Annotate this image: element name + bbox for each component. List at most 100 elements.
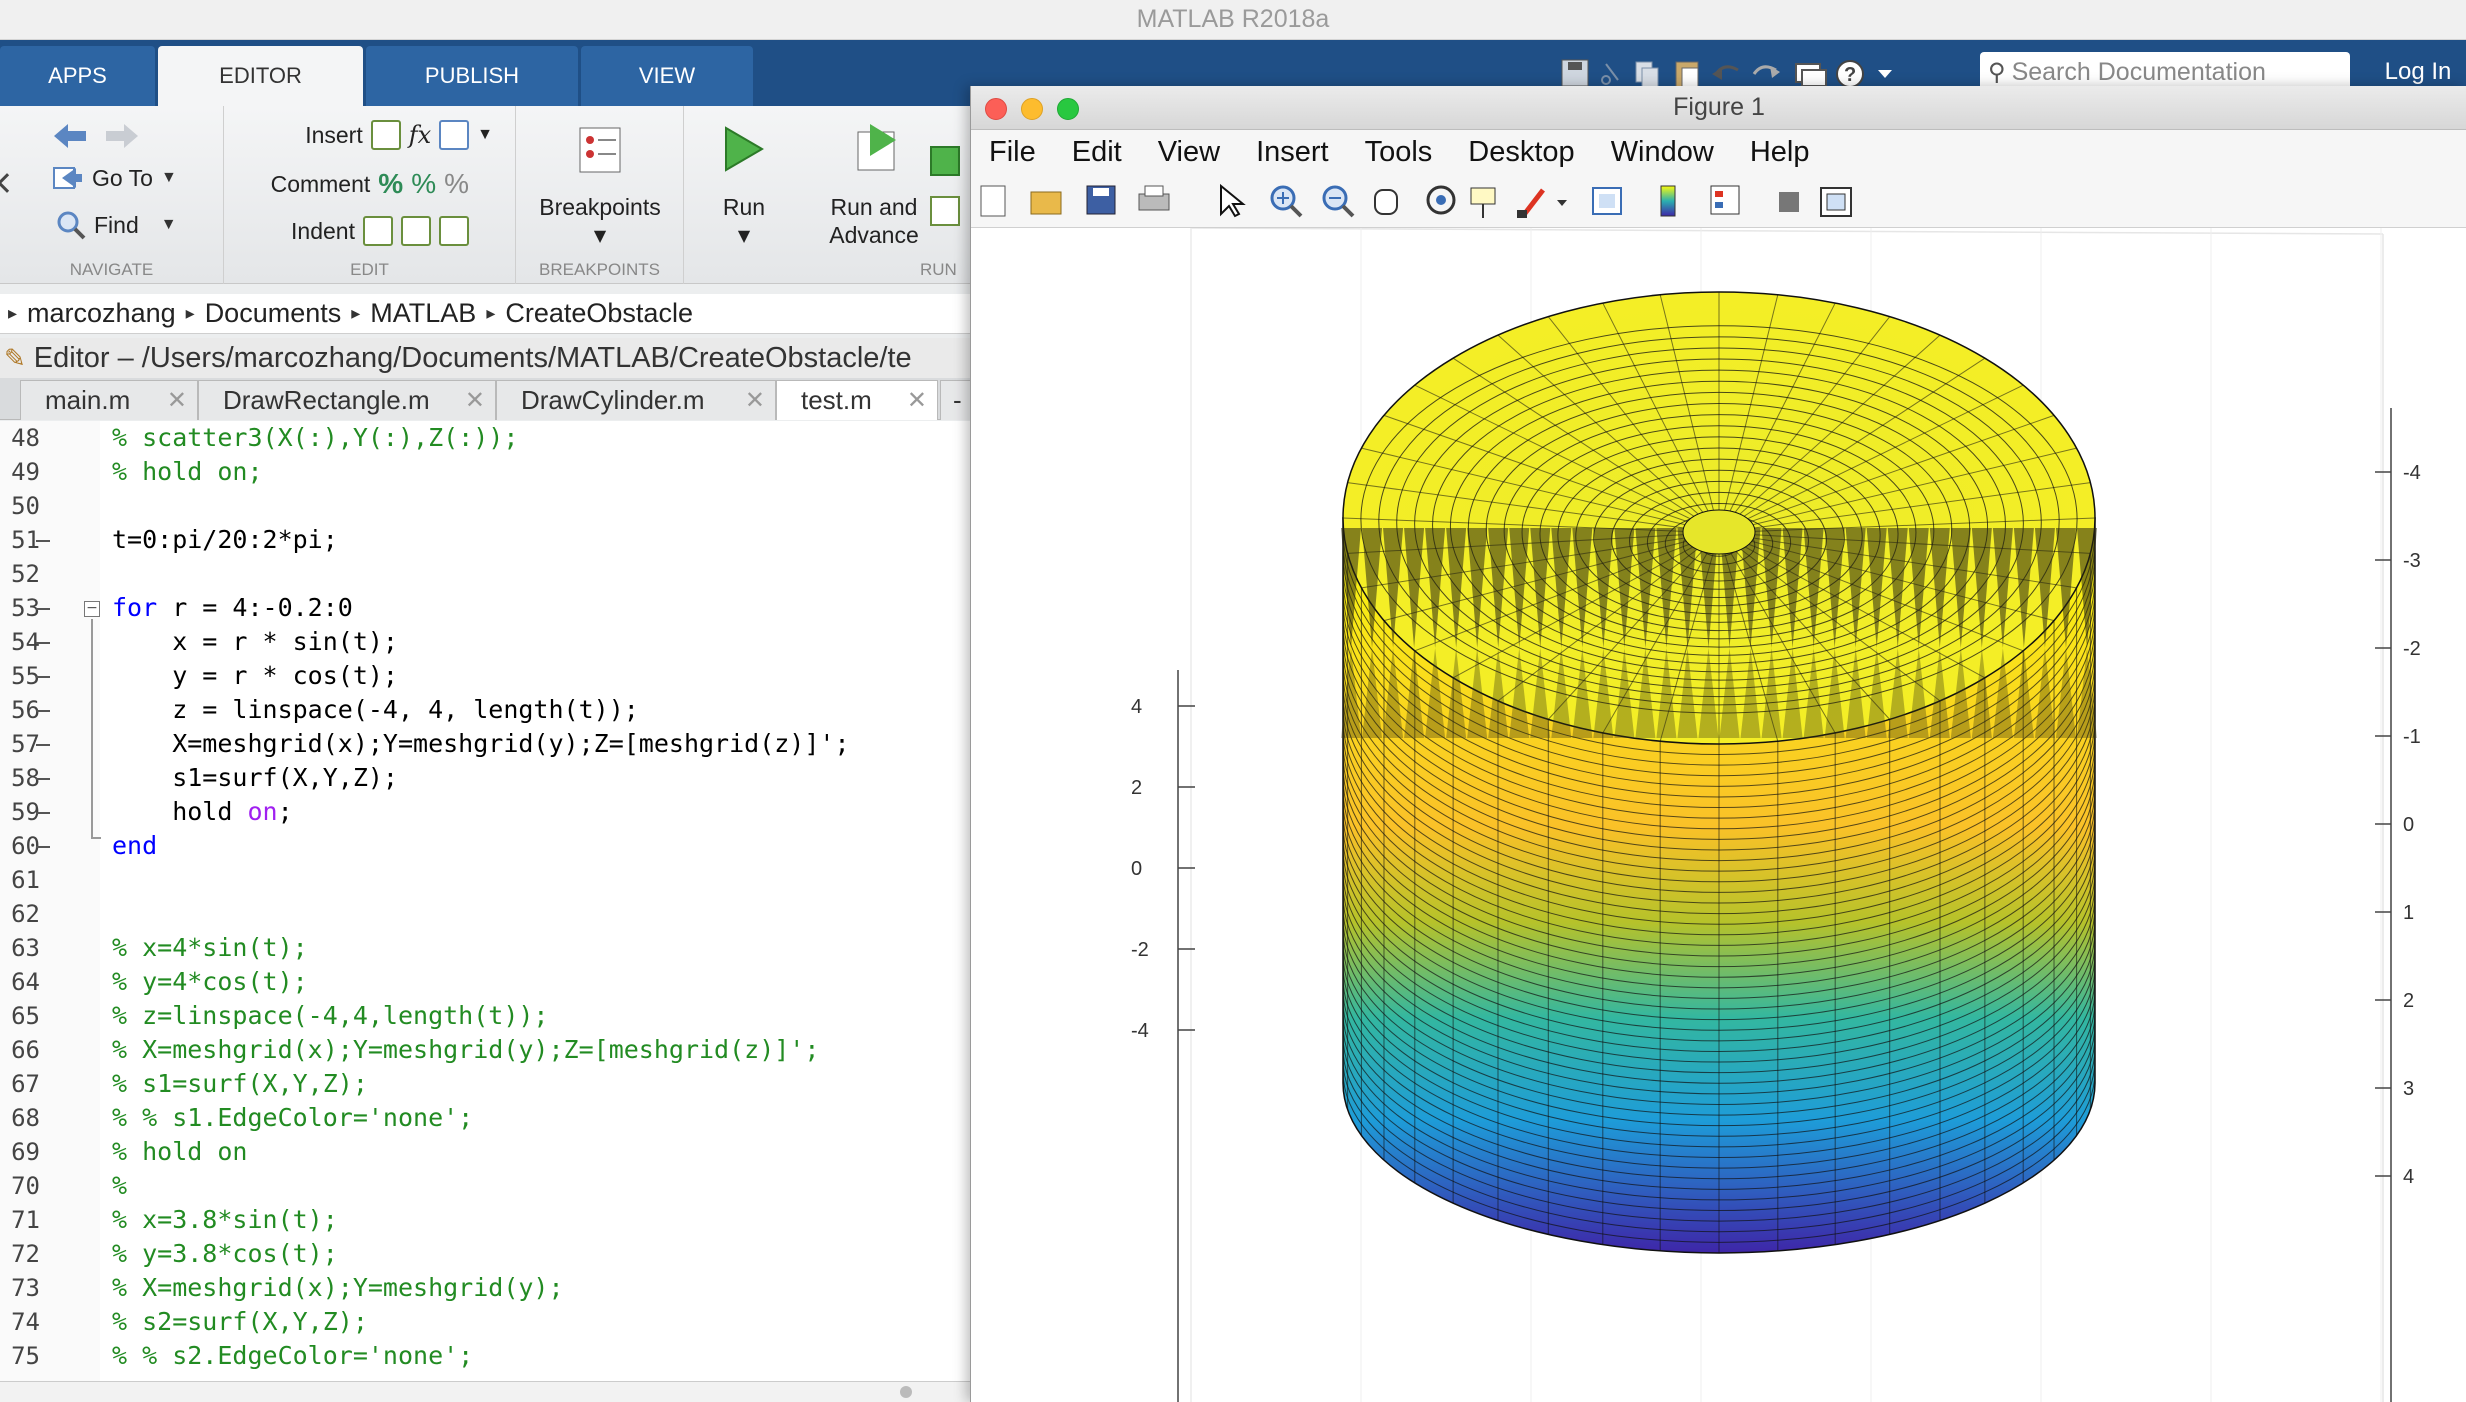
code-line[interactable]: y = r * cos(t); — [112, 661, 398, 690]
breadcrumb-item-createobstacle[interactable]: CreateObstacle — [505, 298, 693, 328]
insert-section-icon[interactable] — [370, 120, 401, 150]
hide-plot-tools-icon[interactable] — [1779, 192, 1799, 212]
uncomment-icon[interactable]: % — [411, 168, 437, 199]
undo-icon[interactable] — [1712, 65, 1739, 80]
code-line[interactable]: x = r * sin(t); — [112, 627, 398, 656]
legend-icon[interactable] — [1710, 185, 1740, 215]
code-line[interactable]: % x=3.8*sin(t); — [112, 1205, 338, 1234]
breadcrumb-item-matlab[interactable]: MATLAB — [370, 298, 477, 328]
code-line[interactable]: % y=4*cos(t); — [112, 967, 308, 996]
tab-test-m[interactable]: test.m ✕ — [776, 380, 938, 420]
close-icon[interactable]: ✕ — [906, 387, 927, 414]
run-and-advance-button[interactable]: Run and Advance — [804, 116, 944, 256]
code-line[interactable]: % X=meshgrid(x);Y=meshgrid(y); — [112, 1273, 564, 1302]
switch-windows-icon[interactable] — [1795, 63, 1827, 87]
copy-icon[interactable] — [1635, 61, 1659, 89]
executable-line-marker[interactable] — [36, 540, 50, 542]
open-file-icon[interactable] — [1030, 191, 1062, 215]
run-button[interactable]: Run ▼ — [684, 116, 804, 256]
brush-icon[interactable] — [1517, 188, 1545, 218]
code-line[interactable]: % % s2.EdgeColor='none'; — [112, 1341, 474, 1370]
zoom-in-icon[interactable] — [1270, 185, 1303, 218]
zoom-window-button[interactable] — [1057, 98, 1079, 120]
executable-line-marker[interactable] — [36, 778, 50, 780]
executable-line-marker[interactable] — [36, 676, 50, 678]
code-editor[interactable]: − 48% scatter3(X(:),Y(:),Z(:)); 49% hold … — [0, 421, 970, 1381]
pointer-icon[interactable] — [1220, 183, 1246, 218]
code-line[interactable]: % z=linspace(-4,4,length(t)); — [112, 1001, 549, 1030]
tab-drawrectangle-m[interactable]: DrawRectangle.m ✕ — [198, 380, 496, 420]
executable-line-marker[interactable] — [36, 642, 50, 644]
menu-window[interactable]: Window — [1610, 135, 1714, 168]
code-line[interactable]: % s1=surf(X,Y,Z); — [112, 1069, 368, 1098]
find-button[interactable]: Find ▼ — [56, 210, 177, 240]
colorbar-icon[interactable] — [1660, 185, 1676, 217]
menu-view[interactable]: View — [1157, 135, 1221, 168]
code-line[interactable]: hold on; — [112, 797, 293, 826]
menu-tools[interactable]: Tools — [1364, 135, 1433, 168]
run-section-icon[interactable] — [930, 146, 960, 176]
code-line[interactable]: % hold on — [112, 1137, 248, 1166]
save-icon[interactable] — [1086, 185, 1116, 215]
code-line[interactable]: % % s1.EdgeColor='none'; — [112, 1103, 474, 1132]
help-icon[interactable]: ? — [1836, 60, 1864, 88]
fold-toggle-icon[interactable]: − — [84, 601, 100, 617]
code-line[interactable]: % scatter3(X(:),Y(:),Z(:)); — [112, 423, 519, 452]
code-line[interactable]: % hold on; — [112, 457, 263, 486]
print-icon[interactable] — [1138, 185, 1170, 211]
code-line[interactable]: % X=meshgrid(x);Y=meshgrid(y);Z=[meshgri… — [112, 1035, 820, 1064]
close-icon[interactable]: ✕ — [464, 387, 485, 414]
tab-view[interactable]: VIEW — [581, 46, 753, 106]
executable-line-marker[interactable] — [36, 812, 50, 814]
cylinder-surface-plot[interactable]: 4 2 0 -2 -4 -4 -3 -2 -1 0 1 2 3 4 — [971, 227, 2466, 1402]
breadcrumb-item-marcozhang[interactable]: marcozhang — [27, 298, 176, 328]
menu-desktop[interactable]: Desktop — [1468, 135, 1575, 168]
search-documentation-input[interactable]: ⚲ Search Documentation — [1980, 52, 2350, 92]
forward-arrow-icon[interactable] — [106, 124, 138, 148]
fx-icon[interactable]: fx — [408, 121, 432, 149]
executable-line-marker[interactable] — [36, 744, 50, 746]
tab-editor[interactable]: EDITOR — [158, 46, 363, 106]
goto-button[interactable]: Go To ▼ — [52, 162, 177, 194]
smart-indent-icon[interactable] — [363, 216, 393, 246]
save-icon[interactable] — [1561, 59, 1589, 87]
executable-line-marker[interactable] — [36, 846, 50, 848]
breakpoints-button[interactable]: Breakpoints ▼ — [516, 116, 684, 256]
link-plot-icon[interactable] — [1592, 187, 1622, 215]
code-line[interactable]: X=meshgrid(x);Y=meshgrid(y);Z=[meshgrid(… — [112, 729, 850, 758]
close-icon[interactable]: ✕ — [744, 387, 765, 414]
scroll-thumb[interactable] — [900, 1386, 912, 1398]
code-line[interactable]: end — [112, 829, 157, 863]
menu-insert[interactable]: Insert — [1256, 135, 1329, 168]
code-line[interactable]: % y=3.8*cos(t); — [112, 1239, 338, 1268]
cut-icon[interactable] — [1601, 63, 1619, 85]
back-arrow-icon[interactable] — [54, 124, 86, 148]
paste-icon[interactable] — [1675, 61, 1699, 89]
close-icon[interactable]: ✕ — [166, 387, 187, 414]
menu-edit[interactable]: Edit — [1071, 135, 1122, 168]
data-cursor-icon[interactable] — [1470, 187, 1496, 218]
insert-function-icon[interactable] — [439, 120, 470, 150]
new-figure-icon[interactable] — [980, 185, 1006, 217]
code-line[interactable]: % x=4*sin(t); — [112, 933, 308, 962]
pan-hand-icon[interactable] — [1374, 189, 1398, 215]
decrease-indent-icon[interactable] — [439, 216, 469, 246]
menu-file[interactable]: File — [989, 135, 1036, 168]
zoom-out-icon[interactable] — [1322, 185, 1355, 218]
redo-icon[interactable] — [1752, 65, 1780, 78]
minimize-window-button[interactable] — [1021, 98, 1043, 120]
chevron-down-icon[interactable] — [1878, 70, 1892, 78]
chevron-left-icon[interactable] — [0, 173, 17, 193]
close-window-button[interactable] — [985, 98, 1007, 120]
code-line[interactable]: for r = 4:-0.2:0 — [112, 593, 353, 622]
executable-line-marker[interactable] — [36, 608, 50, 610]
increase-indent-icon[interactable] — [401, 216, 431, 246]
chevron-down-icon[interactable] — [1557, 200, 1567, 206]
tab-apps[interactable]: APPS — [0, 46, 155, 106]
wrap-comments-icon[interactable]: % — [444, 168, 469, 199]
menu-help[interactable]: Help — [1749, 135, 1810, 168]
login-link[interactable]: Log In — [2384, 58, 2452, 85]
tab-drawcylinder-m[interactable]: DrawCylinder.m ✕ — [496, 380, 776, 420]
show-plot-tools-icon[interactable] — [1820, 187, 1852, 217]
code-line[interactable]: % — [112, 1171, 128, 1200]
